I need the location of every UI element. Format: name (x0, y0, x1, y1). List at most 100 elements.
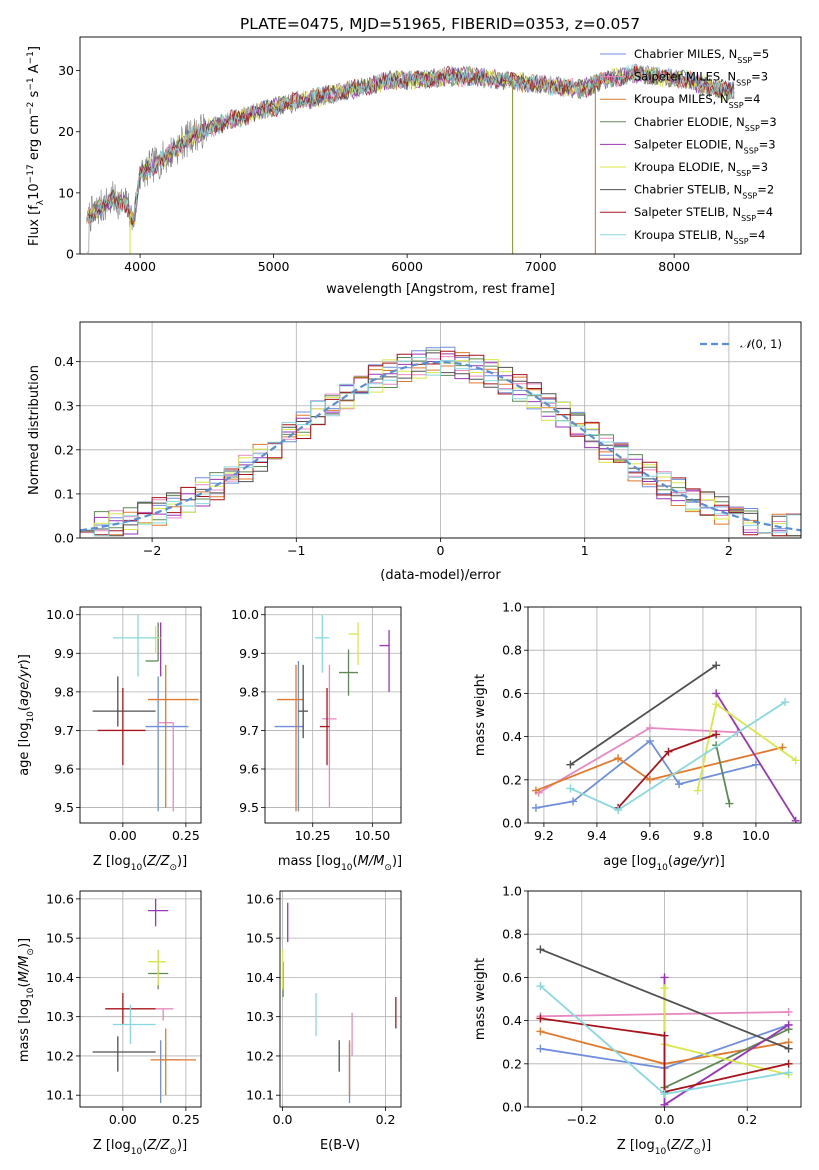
histogram-xlabel: (data-model)/error (380, 568, 501, 583)
y-tick-label: 9.8 (54, 684, 74, 699)
y-tick-label: 10.6 (46, 891, 74, 906)
data-point-marker (784, 1068, 793, 1077)
series-line-chabrier-elodie (715, 745, 731, 804)
y-tick-label: 10.2 (246, 1048, 274, 1063)
y-tick-label: 10.4 (246, 970, 274, 985)
mass-z-ylabel: mass [log10(M/M⊙)] (17, 938, 36, 1062)
y-tick-label: 9.9 (54, 646, 74, 661)
data-point-marker (712, 689, 721, 698)
y-tick-label: 10.2 (46, 1048, 74, 1063)
mass-weight-vs-metallicity-panel: −0.2 0.0 0.2 0.0 0.2 0.4 0.6 0.8 1.0 mass weight Z… (473, 884, 802, 1157)
x-tick-label: 0.2 (376, 1112, 396, 1127)
figure-title: PLATE=0475, MJD=51965, FIBERID=0353, z=0… (240, 15, 640, 33)
x-tick-label: 0.00 (109, 1112, 137, 1127)
x-tick-label: 10.25 (295, 828, 331, 843)
x-tick-label: 8000 (658, 259, 690, 274)
axes-frame (527, 890, 802, 1108)
age-z-ylabel: age [log10(age/yr)] (17, 654, 36, 776)
data-point-marker (614, 806, 623, 815)
data-point-marker (693, 786, 702, 795)
legend-entry: Chabrier MILES, NSSP=5 (634, 47, 769, 65)
x-tick-label: 0.2 (737, 1112, 757, 1127)
x-tick-label: 9.2 (534, 828, 554, 843)
histogram-ylabel: Normed distribution (27, 365, 42, 495)
data-point-marker (712, 700, 721, 709)
y-tick-label: 10.4 (46, 970, 74, 985)
data-point-marker (784, 1007, 793, 1016)
data-point-marker (536, 1044, 545, 1053)
data-point-marker (725, 799, 734, 808)
x-tick-label: 4000 (124, 259, 156, 274)
x-tick-label: 0.25 (172, 828, 200, 843)
data-point-marker (784, 1044, 793, 1053)
data-point-marker (712, 730, 721, 739)
x-tick-label: 0.0 (273, 1112, 293, 1127)
data-point-marker (566, 784, 575, 793)
legend-entry: Salpeter STELIB, NSSP=4 (634, 205, 773, 223)
legend-entry: Salpeter ELODIE, NSSP=3 (634, 137, 776, 155)
x-tick-label: 6000 (391, 259, 423, 274)
y-tick-label: 9.5 (54, 800, 74, 815)
legend-entry: 𝒩(0, 1) (740, 337, 782, 351)
x-tick-label: 7000 (525, 259, 557, 274)
data-point-marker (536, 1014, 545, 1023)
data-point-marker (569, 797, 578, 806)
axes-frame (264, 606, 402, 824)
x-tick-label: 10.0 (742, 828, 770, 843)
data-point-marker (784, 1020, 793, 1029)
data-point-marker (660, 1100, 669, 1107)
data-point-marker (645, 723, 654, 732)
histogram-chabrier-miles (80, 346, 801, 537)
x-tick-label: 10.50 (354, 828, 390, 843)
series-line-chabrier-elodie (664, 1028, 789, 1089)
data-point-marker (675, 780, 684, 789)
x-tick-label: 0.25 (172, 1112, 200, 1127)
axes-frame (79, 321, 802, 539)
histogram-steps (80, 346, 801, 537)
data-point-marker (791, 756, 800, 765)
y-tick-label: 9.9 (239, 646, 259, 661)
data-point-marker (645, 736, 654, 745)
mass-vs-extinction-panel: 0.0 0.2 10.1 10.2 10.3 10.4 10.5 10.6 E(B-V) (246, 890, 402, 1153)
y-tick-label: 10.0 (231, 607, 259, 622)
data-point-marker (712, 661, 721, 670)
spectrum-xlabel: wavelength [Angstrom, rest frame] (326, 282, 555, 297)
x-tick-label: 9.8 (693, 828, 713, 843)
age-mass-xlabel: mass [log10(M/M⊙)] (278, 854, 402, 873)
data-point-marker (660, 973, 669, 982)
axes-frame (79, 36, 802, 255)
data-point-marker (791, 816, 800, 823)
y-tick-label: 0.4 (54, 354, 74, 369)
y-tick-label: 0.2 (502, 772, 522, 787)
spectrum-panel: 4000 5000 6000 7000 8000 0 10 20 30 wavelength [A… (26, 36, 802, 297)
y-tick-label: 9.7 (54, 723, 74, 738)
y-tick-label: 9.6 (54, 762, 74, 777)
legend-entry: Kroupa ELODIE, NSSP=3 (634, 160, 768, 178)
gaussian-reference-curve (80, 360, 801, 532)
y-tick-label: 0.0 (502, 1100, 522, 1115)
data-point-marker (614, 754, 623, 763)
y-tick-label: 0.3 (54, 398, 74, 413)
y-tick-label: 10.5 (46, 931, 74, 946)
y-tick-label: 9.8 (239, 684, 259, 699)
y-tick-label: 0.8 (502, 927, 522, 942)
y-tick-label: 9.7 (239, 723, 259, 738)
age-vs-metallicity-panel: 0.00 0.25 9.5 9.6 9.7 9.8 9.9 10.0 Z [log10(Z/Z⊙… (17, 606, 202, 873)
data-point-marker (781, 698, 790, 707)
data-point-marker (660, 1031, 669, 1040)
axes-frame (279, 890, 402, 1108)
y-tick-label: 10.0 (46, 607, 74, 622)
age-vs-mass-panel: 10.25 10.50 9.5 9.6 9.7 9.8 9.9 10.0 mass [log10… (231, 606, 402, 873)
data-point-marker (566, 760, 575, 769)
y-tick-label: 0.8 (502, 643, 522, 658)
y-tick-label: 10.3 (246, 1009, 274, 1024)
model-spectrum-kroupa-stelib (86, 64, 735, 224)
mass-z-xlabel: Z [log10(Z/Z⊙)] (93, 1138, 187, 1157)
x-tick-label: −0.2 (567, 1112, 597, 1127)
data-point-marker (645, 775, 654, 784)
series-line-chabrier-stelib (540, 948, 789, 1050)
y-tick-label: 1.0 (502, 884, 522, 899)
y-tick-label: 0.0 (502, 816, 522, 831)
axes-frame (79, 606, 202, 824)
